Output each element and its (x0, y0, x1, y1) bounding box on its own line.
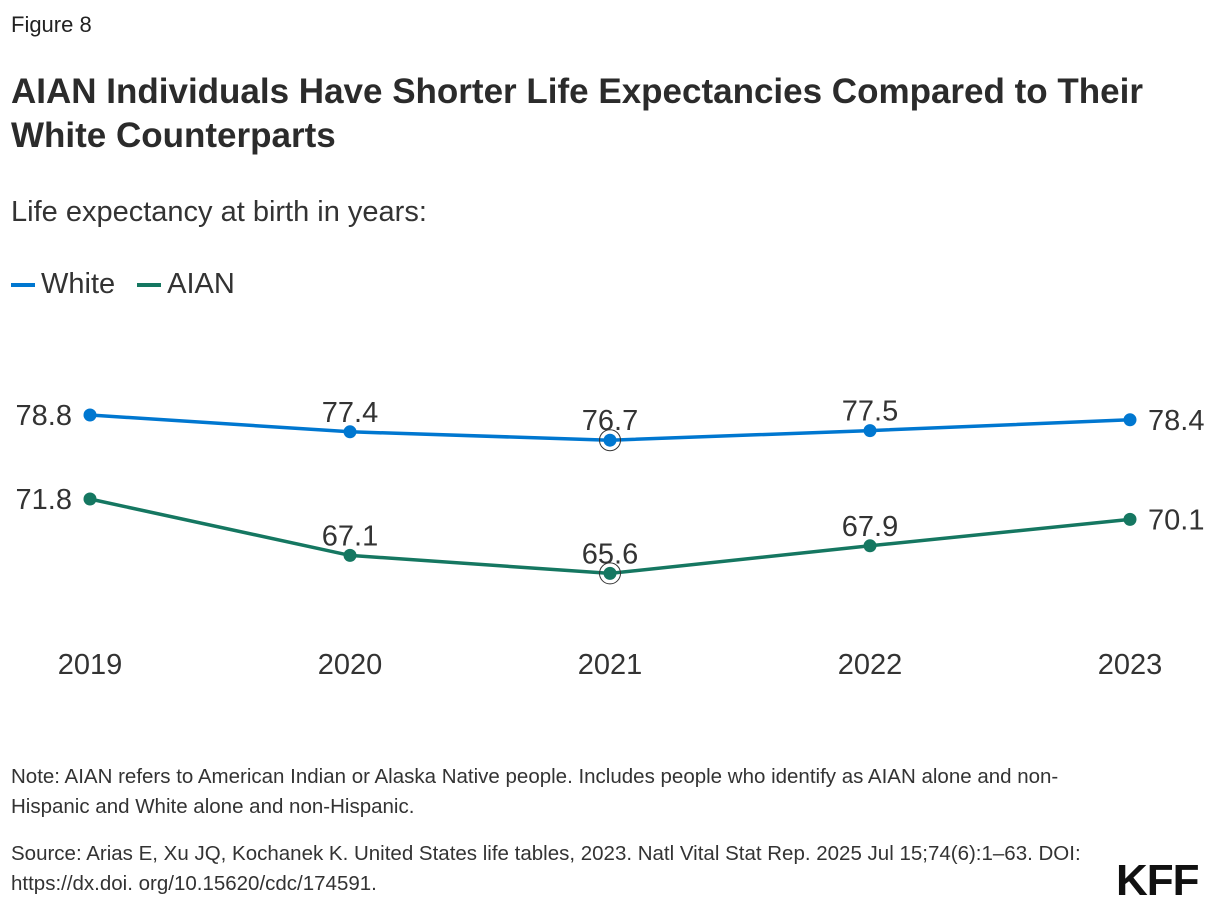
kff-logo: KFF (1116, 856, 1200, 905)
x-tick-label: 2020 (318, 649, 383, 681)
data-point (1123, 512, 1137, 526)
chart-subtitle: Life expectancy at birth in years: (11, 196, 427, 228)
chart-title: AIAN Individuals Have Shorter Life Expec… (11, 72, 1143, 155)
data-point (83, 492, 97, 506)
legend-item-white: White (11, 268, 115, 301)
x-tick-label: 2023 (1098, 649, 1163, 681)
data-label: 71.8 (16, 484, 72, 516)
legend-swatch (11, 282, 35, 287)
data-point (1123, 413, 1137, 427)
chart-note: Note: AIAN refers to American Indian or … (11, 765, 1059, 818)
data-label: 67.1 (322, 520, 378, 552)
x-tick-label: 2021 (578, 649, 643, 681)
legend-label: White (41, 268, 116, 300)
x-tick-label: 2022 (838, 649, 903, 681)
data-label: 78.4 (1148, 405, 1204, 437)
x-tick-label: 2019 (58, 649, 123, 681)
data-label: 70.1 (1148, 504, 1204, 536)
data-point (343, 548, 357, 562)
data-point (863, 539, 877, 553)
data-label: 78.8 (16, 400, 72, 432)
legend-item-aian: AIAN (137, 268, 235, 301)
highlight-ring (599, 562, 621, 585)
data-label: 76.7 (582, 405, 638, 437)
data-point (863, 424, 877, 438)
highlight-ring (599, 429, 621, 452)
legend-label: AIAN (167, 268, 235, 300)
data-label: 67.9 (842, 511, 898, 543)
figure-label: Figure 8 (11, 12, 92, 37)
data-label: 77.5 (842, 396, 898, 428)
data-point (83, 408, 97, 422)
data-point (603, 566, 617, 580)
data-label: 77.4 (322, 397, 378, 429)
chart-source: Source: Arias E, Xu JQ, Kochanek K. Unit… (11, 842, 1081, 895)
data-label: 65.6 (582, 538, 638, 570)
legend-swatch (137, 282, 162, 287)
legend: White AIAN (11, 268, 257, 301)
data-point (603, 433, 617, 447)
data-point (343, 425, 357, 439)
